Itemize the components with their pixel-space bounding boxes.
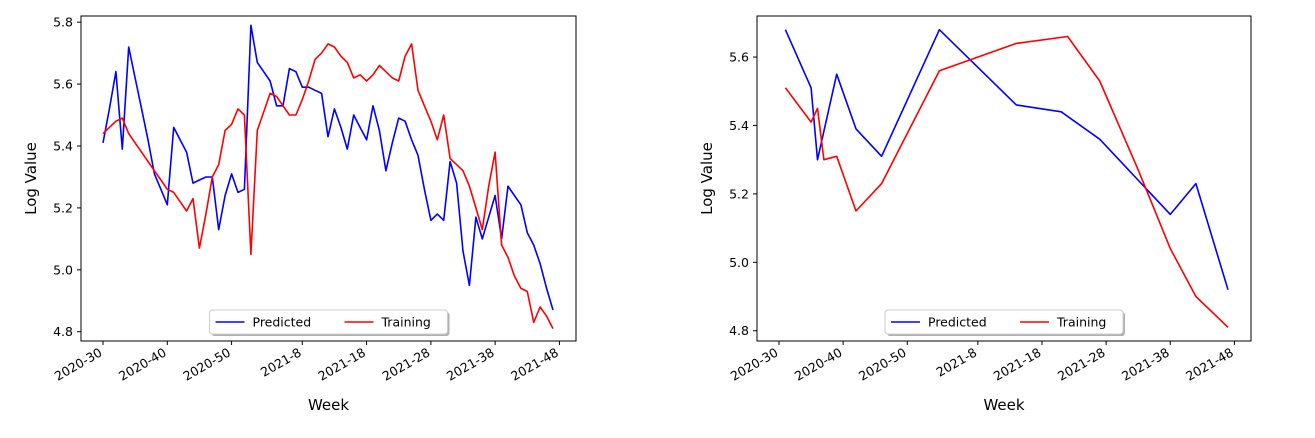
x-tick-label: 2021-8 [258, 345, 304, 380]
plot-frame [756, 15, 1252, 342]
legend-box [209, 309, 448, 335]
y-tick-label: 5.2 [729, 186, 749, 201]
plot-frame [80, 15, 577, 342]
x-tick-label: 2020-50 [180, 345, 233, 384]
y-axis-label: Log Value [698, 142, 716, 215]
x-axis-label: Week [308, 396, 349, 414]
x-tick-label: 2021-38 [1119, 345, 1172, 384]
y-tick-label: 5.2 [53, 200, 73, 215]
x-tick-label: 2021-28 [380, 345, 433, 384]
y-tick-label: 5.4 [53, 139, 73, 154]
x-tick-label: 2020-40 [792, 345, 845, 384]
series-line-training [102, 43, 554, 329]
x-axis-label: Week [983, 396, 1024, 414]
x-tick-label: 2020-30 [728, 345, 781, 384]
legend: Predicted Training [209, 309, 450, 336]
x-tick-label: 2020-40 [116, 345, 169, 384]
y-tick-label: 5.6 [53, 77, 73, 92]
x-tick-label: 2021-18 [315, 345, 368, 384]
chart-right: 4.8 5.0 5.2 5.4 5.6 2020-30 2020-40 2020-50 2021… [698, 15, 1252, 414]
chart-left: 4.8 5.0 5.2 5.4 5.6 5.8 2020-30 2020-40 2020-50 2… [22, 15, 577, 414]
legend-label-training: Training [1056, 315, 1106, 330]
y-tick-label: 4.8 [53, 324, 73, 339]
legend-label-predicted: Predicted [928, 315, 987, 330]
x-tick-label: 2021-18 [991, 345, 1044, 384]
y-tick-label: 4.8 [729, 323, 749, 338]
y-tick-label: 5.0 [729, 255, 749, 270]
series-line-predicted [102, 24, 554, 311]
x-tick-label: 2021-48 [508, 345, 561, 384]
x-tick-label: 2020-50 [856, 345, 909, 384]
legend-box [884, 309, 1124, 335]
y-axis-label: Log Value [22, 142, 40, 215]
y-tick-label: 5.4 [729, 118, 749, 133]
y-tick-label: 5.6 [729, 50, 749, 65]
series-line-training [784, 35, 1229, 328]
x-tick-label: 2021-38 [444, 345, 497, 384]
x-tick-label: 2021-48 [1183, 345, 1236, 384]
x-tick-label: 2020-30 [52, 345, 105, 384]
legend-label-training: Training [381, 315, 431, 330]
series-line-predicted [784, 28, 1229, 290]
y-tick-label: 5.0 [53, 262, 73, 277]
x-tick-label: 2021-8 [933, 345, 979, 380]
y-tick-label: 5.8 [53, 15, 73, 30]
legend: Predicted Training [884, 309, 1125, 336]
legend-label-predicted: Predicted [253, 315, 312, 330]
x-tick-label: 2021-28 [1055, 345, 1108, 384]
